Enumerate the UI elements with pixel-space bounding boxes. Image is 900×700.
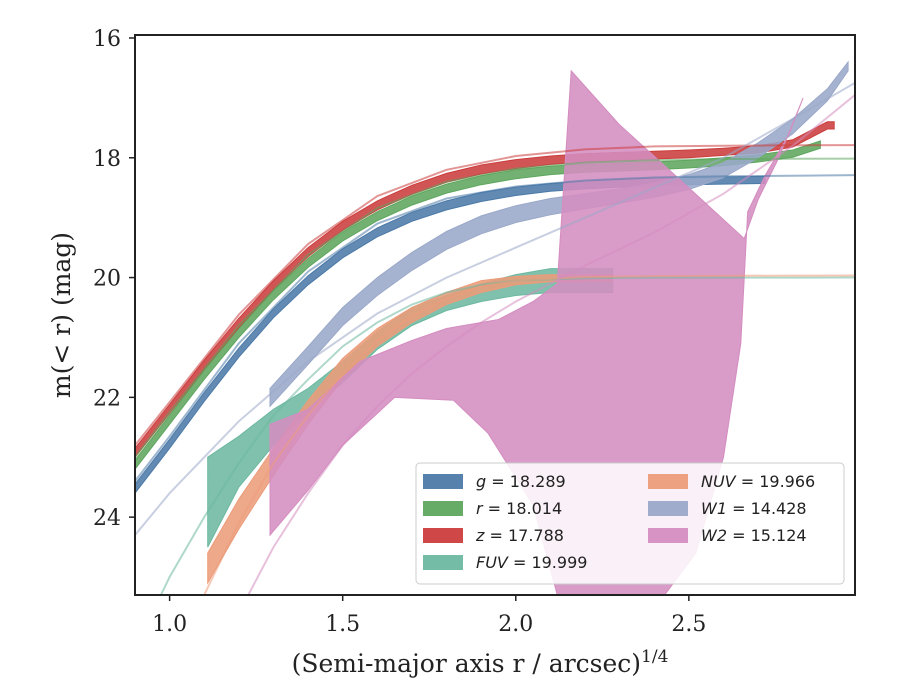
y-tick-label: 16 [93,27,121,52]
legend: g = 18.289 r = 18.014 z = 17.788 FUV = 19.9… [415,462,845,585]
w1-legend-swatch [648,501,688,516]
r-legend-swatch [423,501,463,516]
w2-legend-swatch [648,528,688,543]
r-legend-label: r = 18.014 [476,499,562,518]
w1-legend-label: W1 = 14.428 [701,499,807,518]
w1-model-curve [135,82,855,536]
legend-box [415,462,845,585]
r-model-curve [135,157,855,458]
nuv-model-curve [203,274,855,595]
plot-frame [134,34,856,596]
x-tick-label: 2.5 [671,612,706,637]
x-axis-ticks: 1.0 1.5 2.0 2.5 [152,595,706,637]
y-tick-label: 20 [93,267,121,292]
z-legend-label: z = 17.788 [475,526,564,545]
w2-model-curve [247,94,855,595]
y-axis-ticks: 16 18 20 22 24 [93,27,135,531]
x-tick-label: 1.5 [325,612,360,637]
x-tick-label: 1.0 [152,612,187,637]
x-axis-label: (Semi-major axis r / arcsec)1/4 [292,647,669,678]
y-tick-label: 18 [93,147,121,172]
model-curves [135,82,855,595]
w1-observed-band [269,60,849,408]
x-tick-label: 2.0 [498,612,533,637]
z-model-curve [135,144,855,446]
fuv-legend-label: FUV = 19.999 [476,553,587,572]
w2-legend-label: W2 = 15.124 [701,526,807,545]
z-legend-swatch [423,528,463,543]
fuv-legend-swatch [423,555,463,570]
y-tick-label: 24 [93,506,121,531]
g-model-curve [135,174,855,482]
g-legend-label: g = 18.289 [476,472,566,491]
nuv-legend-label: NUV = 19.966 [701,472,815,491]
fuv-model-curve [159,276,855,595]
nuv-legend-swatch [648,474,688,489]
y-tick-label: 22 [93,386,121,411]
y-axis-label: m(< r) (mag) [47,232,76,398]
g-legend-swatch [423,474,463,489]
